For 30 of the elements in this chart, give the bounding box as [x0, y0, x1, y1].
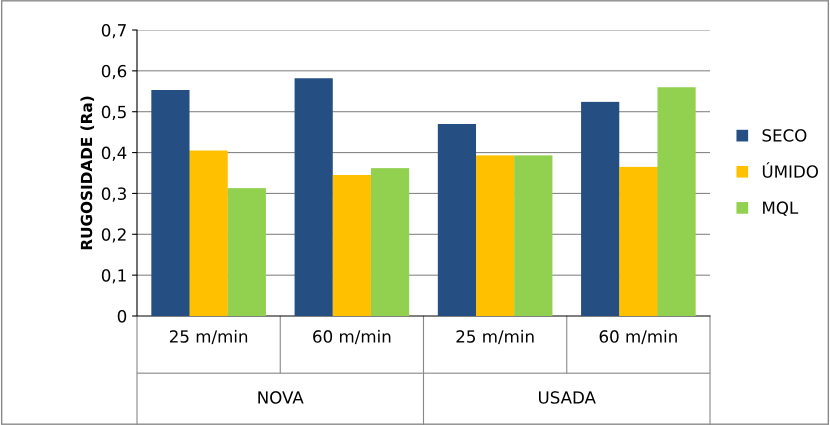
y-tick-label: 0: [118, 310, 126, 323]
bar: [370, 168, 410, 316]
bar: [476, 155, 514, 316]
bar: [151, 90, 190, 316]
y-axis-title: RUGOSIDADE (Ra): [80, 96, 94, 250]
bar: [190, 150, 228, 316]
y-tick-label: 0,1: [102, 269, 126, 284]
y-tick-label: 0,3: [102, 187, 126, 202]
x-tick-label: 60 m/min: [600, 330, 677, 344]
text: NOVA: [258, 391, 304, 404]
x-tick-label: 25 m/min: [456, 330, 534, 344]
legend-label: ÚMIDO: [762, 162, 818, 178]
bar: [619, 166, 658, 316]
bar: [294, 78, 333, 316]
y-tick-label: 0,5: [102, 106, 126, 120]
x-tick-label: 25 m/min: [170, 330, 248, 344]
bar: [657, 87, 696, 316]
bar: [228, 188, 266, 316]
text: USADA: [538, 391, 596, 404]
legend-label: SECO: [762, 129, 806, 142]
y-tick-label: 0,7: [102, 24, 126, 38]
legend-label: MQL: [763, 201, 798, 216]
y-tick-label: 0,4: [102, 146, 126, 161]
bar: [332, 175, 371, 316]
y-tick-label: 0,2: [102, 228, 126, 243]
bar: [438, 124, 476, 316]
bar: [581, 102, 620, 316]
bar: [514, 155, 552, 316]
y-tick-label: 0,6: [102, 64, 126, 80]
x-tick-label: 60 m/min: [313, 330, 390, 344]
